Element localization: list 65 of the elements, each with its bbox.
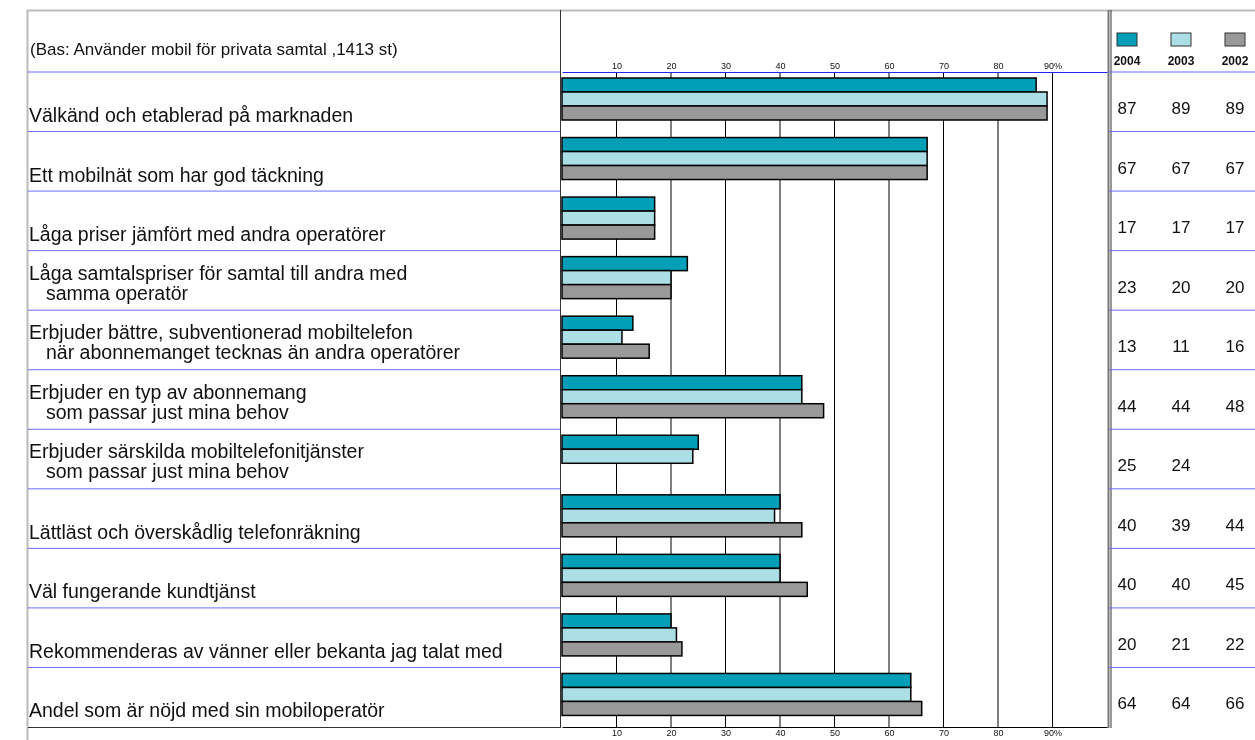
text: (Bas: Använder mobil för privata samtal ,1413 st): [30, 40, 398, 59]
y-tick-label: Väl fungerande kundtjänst: [29, 580, 257, 603]
data-label: 64: [1171, 694, 1191, 714]
data-label: 89: [1225, 99, 1245, 118]
data-label: 67: [1171, 158, 1191, 178]
x2-tick-label: 40: [775, 61, 786, 71]
data-label: 25: [1117, 456, 1137, 476]
x2-tick-label: 20: [666, 61, 677, 71]
data-label: 48: [1225, 396, 1245, 416]
y-tick-label: Rekommenderas av vänner eller bekanta jag talat med: [29, 639, 503, 662]
y-tick-label: Erbjuder en typ av abonnemang som passar just mina behov: [29, 380, 307, 423]
data-label: 11: [1172, 337, 1190, 357]
y-tick-label: Lättläst och överskådlig telefonräkning: [29, 520, 361, 543]
data-label: 44: [1117, 396, 1137, 416]
y-tick-label: Ett mobilnät som har god täckning: [29, 163, 324, 186]
y-tick-label: Låga samtalspriser för samtal till andra med samma operatör: [29, 261, 408, 304]
y-tick-label: Välkänd och etablerad på marknaden: [29, 104, 354, 126]
data-label: 40: [1171, 575, 1191, 595]
data-label: 20: [1225, 277, 1245, 297]
data-label: 17: [1171, 218, 1191, 238]
data-label: 44: [1171, 396, 1191, 416]
y-tick-label: Andel som är nöjd med sin mobiloperatör: [29, 699, 386, 722]
data-label: 13: [1117, 337, 1137, 357]
x-tick-label: 90%: [1043, 728, 1063, 739]
data-label: 66: [1225, 694, 1245, 714]
x2-tick-label: 70: [938, 61, 950, 71]
x-tick-label: 30: [720, 728, 732, 739]
data-label: 24: [1171, 456, 1191, 476]
x2-tick-label: 30: [720, 61, 732, 71]
legend-label: 2002: [1221, 54, 1249, 68]
data-label: 67: [1117, 158, 1137, 178]
x-tick-label: 70: [938, 728, 950, 739]
data-label: 22: [1225, 634, 1245, 654]
x-tick-label: 10: [611, 728, 623, 739]
x2-tick-label: 60: [884, 61, 895, 71]
x-tick-label: 50: [829, 728, 841, 739]
data-label: 67: [1225, 158, 1245, 178]
data-label: 45: [1225, 575, 1245, 595]
data-label: 16: [1225, 337, 1245, 357]
legend-label: 2004: [1113, 54, 1141, 68]
x2-tick-label: 50: [829, 61, 841, 71]
x2-tick-label: 10: [611, 61, 623, 71]
data-label: 20: [1117, 634, 1137, 654]
data-label: 64: [1117, 694, 1137, 714]
x2-tick-label: 90%: [1043, 61, 1063, 71]
data-label: 87: [1117, 99, 1137, 118]
y-tick-label: Erbjuder särskilda mobiltelefonitjänster som passar just mina behov: [29, 440, 365, 483]
x2-tick-label: 80: [993, 61, 1004, 71]
x-tick-label: 60: [884, 728, 895, 739]
x-tick-label: 80: [993, 728, 1004, 739]
data-label: 40: [1117, 515, 1137, 535]
y-tick-label: Låga priser jämfört med andra operatörer: [29, 223, 387, 246]
data-label: 89: [1171, 99, 1191, 118]
x-tick-label: 20: [666, 728, 677, 739]
data-label: 21: [1171, 634, 1191, 654]
data-label: 17: [1225, 218, 1245, 238]
legend-label: 2003: [1167, 54, 1195, 68]
data-label: 44: [1225, 515, 1245, 535]
data-label: 20: [1171, 277, 1191, 297]
data-label: 17: [1117, 218, 1137, 238]
y-tick-label: Erbjuder bättre, subventionerad mobiltelefon när abonnemanget tecknas än andra operatörer: [29, 321, 461, 364]
data-label: 39: [1171, 515, 1191, 535]
x-tick-label: 40: [775, 728, 786, 739]
data-label: 40: [1117, 575, 1137, 595]
data-label: 23: [1117, 277, 1137, 297]
